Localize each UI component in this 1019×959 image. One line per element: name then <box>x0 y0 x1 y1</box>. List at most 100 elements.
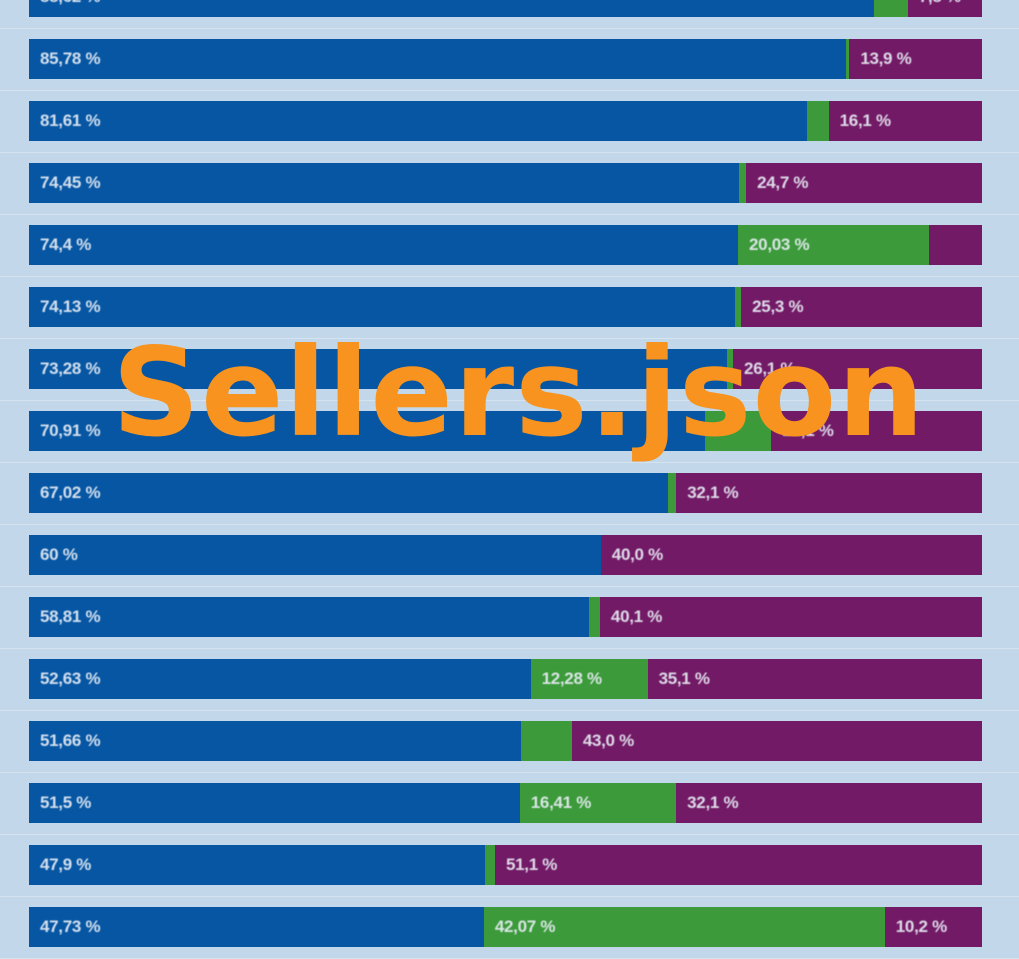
row-divider <box>0 28 1019 29</box>
row-divider <box>0 772 1019 773</box>
bar-row: 58,81 % 40,1 % <box>29 597 982 637</box>
bar-value-label: 12,28 % <box>541 669 603 688</box>
row-divider <box>0 524 1019 525</box>
bar-row: 60 % 40,0 % <box>29 535 982 575</box>
bar-segment-2 <box>735 287 742 327</box>
bar-value-label: 51,5 % <box>40 793 92 812</box>
bar-segment-1: 74,45 % <box>29 163 739 203</box>
bar-value-label: 58,81 % <box>40 607 101 626</box>
bar-value-label: 7,8 % <box>919 0 961 17</box>
row-divider <box>0 586 1019 587</box>
bar-segment-2 <box>738 163 747 203</box>
bar-segment-1: 52,63 % <box>29 659 531 699</box>
bar-value-label: 20,03 % <box>749 235 810 254</box>
bar-segment-2 <box>521 721 572 761</box>
bar-value-label: 42,07 % <box>494 917 556 936</box>
bar-value-label: 26,1 % <box>744 359 796 378</box>
bar-value-label: 74,4 % <box>40 235 92 254</box>
bar-segment-3: 43,0 % <box>571 721 982 761</box>
bar-row: 73,28 % 26,1 % <box>29 349 982 389</box>
row-divider <box>0 896 1019 897</box>
bar-row: 51,66 % 43,0 % <box>29 721 982 761</box>
bar-row: 74,45 % 24,7 % <box>29 163 982 203</box>
bar-value-label: 88,62 % <box>40 0 101 17</box>
bar-segment-3: 26,1 % <box>733 349 982 389</box>
bar-segment-1: 73,28 % <box>29 349 728 389</box>
bar-segment-1: 58,81 % <box>29 597 590 637</box>
bar-segment-3: 32,1 % <box>676 783 982 823</box>
row-divider <box>0 152 1019 153</box>
row-divider <box>0 462 1019 463</box>
bar-value-label: 47,9 % <box>40 855 92 874</box>
bar-segment-2 <box>704 411 772 451</box>
bar-value-label: 81,61 % <box>40 111 101 130</box>
bar-value-label: 24,7 % <box>757 173 809 192</box>
bar-segment-3 <box>928 225 982 265</box>
bar-segment-3: 51,1 % <box>495 845 982 885</box>
bar-row: 85,78 % 13,9 % <box>29 39 982 79</box>
bar-segment-2: 42,07 % <box>483 907 885 947</box>
bar-value-label: 70,91 % <box>40 421 101 440</box>
bar-segment-3: 13,9 % <box>849 39 982 79</box>
bar-row: 74,13 % 25,3 % <box>29 287 982 327</box>
bar-segment-1: 47,73 % <box>29 907 484 947</box>
row-divider <box>0 710 1019 711</box>
bar-segment-2 <box>667 473 677 513</box>
bar-row: 52,63 % 12,28 % 35,1 % <box>29 659 982 699</box>
bar-value-label: 52,63 % <box>40 669 101 688</box>
bar-segment-2: 16,41 % <box>519 783 677 823</box>
bar-row: 74,4 % 20,03 % <box>29 225 982 265</box>
bar-segment-3: 22,1 % <box>771 411 982 451</box>
bar-value-label: 85,78 % <box>40 49 101 68</box>
bar-row: 81,61 % 16,1 % <box>29 101 982 141</box>
bar-row: 47,9 % 51,1 % <box>29 845 982 885</box>
bar-segment-2 <box>485 845 495 885</box>
bar-segment-3: 16,1 % <box>828 101 982 141</box>
bar-value-label: 73,28 % <box>40 359 101 378</box>
bar-value-label: 40,1 % <box>610 607 663 626</box>
bar-segment-2: 20,03 % <box>738 225 929 265</box>
bar-segment-1: 74,4 % <box>29 225 739 265</box>
bar-value-label: 10,2 % <box>895 917 947 936</box>
bar-segment-2 <box>846 39 850 79</box>
bar-segment-1: 88,62 % <box>29 0 874 17</box>
bar-row: 88,62 % 7,8 % <box>29 0 982 17</box>
bar-value-label: 16,1 % <box>839 111 891 130</box>
row-divider <box>0 834 1019 835</box>
bar-segment-3: 10,2 % <box>884 907 982 947</box>
bar-value-label: 60 % <box>40 545 78 564</box>
bar-value-label: 67,02 % <box>40 483 101 502</box>
bar-segment-1: 60 % <box>29 535 601 575</box>
bar-value-label: 74,13 % <box>40 297 101 316</box>
bar-segment-3: 25,3 % <box>741 287 982 327</box>
bar-segment-1: 85,78 % <box>29 39 847 79</box>
bar-segment-2 <box>873 0 908 17</box>
bar-segment-3: 35,1 % <box>647 659 982 699</box>
bar-segment-3: 40,1 % <box>599 597 982 637</box>
bar-segment-3: 32,1 % <box>676 473 982 513</box>
bar-row: 67,02 % 32,1 % <box>29 473 982 513</box>
row-divider <box>0 276 1019 277</box>
bar-row: 51,5 % 16,41 % 32,1 % <box>29 783 982 823</box>
bar-value-label: 13,9 % <box>860 49 912 68</box>
bar-row: 47,73 % 42,07 % 10,2 % <box>29 907 982 947</box>
bar-value-label: 43,0 % <box>582 731 634 750</box>
bar-segment-1: 51,66 % <box>29 721 522 761</box>
row-divider <box>0 400 1019 401</box>
bar-segment-1: 70,91 % <box>29 411 705 451</box>
bar-segment-3: 24,7 % <box>746 163 982 203</box>
bar-segment-2 <box>806 101 829 141</box>
bar-row: 70,91 % 22,1 % <box>29 411 982 451</box>
row-divider <box>0 90 1019 91</box>
bar-value-label: 35,1 % <box>658 669 710 688</box>
bar-segment-1: 81,61 % <box>29 101 807 141</box>
watermark-title: Sellers.json <box>112 322 926 464</box>
bar-value-label: 47,73 % <box>40 917 101 936</box>
bar-segment-3: 7,8 % <box>907 0 982 17</box>
bar-value-label: 51,66 % <box>40 731 101 750</box>
row-divider <box>0 338 1019 339</box>
bar-value-label: 16,41 % <box>530 793 592 812</box>
bar-value-label: 32,1 % <box>687 483 739 502</box>
bar-segment-1: 67,02 % <box>29 473 668 513</box>
bar-value-label: 51,1 % <box>506 855 558 874</box>
